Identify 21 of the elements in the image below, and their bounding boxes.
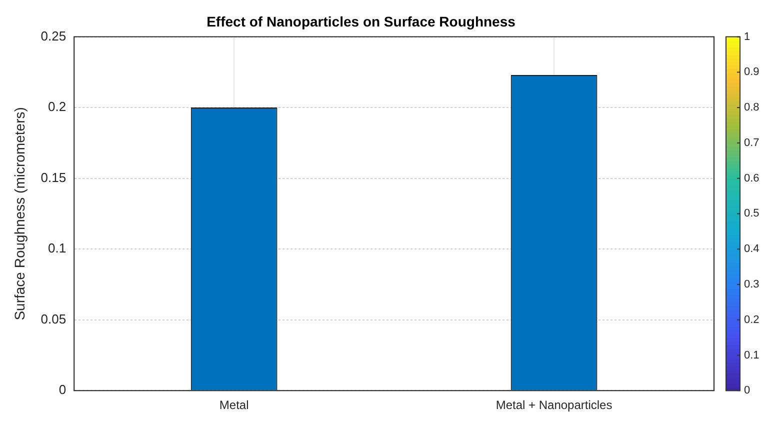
y-tick-label: 0.15 [40,170,66,185]
y-axis-title: Surface Roughness (micrometers) [11,107,28,320]
color-bar-label: 0.5 [744,208,760,220]
color-bar-label: 0.4 [744,243,760,256]
color-bar-label: 0.8 [744,102,760,114]
color-bar-label: 0.7 [744,136,760,149]
chart-title: Effect of Nanoparticles on Surface Roughness [206,13,516,30]
y-tick-label: 0.05 [40,311,66,326]
y-tick-label: 0 [58,382,66,398]
x-tick-label: Metal + Nanoparticles [496,398,612,412]
color-bar-label: 0.6 [744,172,760,184]
color-bar-label: 0 [744,384,750,397]
color-bar-label: 0.3 [744,278,760,290]
y-tick-label: 0.1 [48,240,66,256]
color-bar-label: 1 [744,30,750,43]
y-tick-label: 0.2 [48,99,66,114]
x-tick-label: Metal [219,398,249,412]
color-bar-label: 0.2 [744,314,760,326]
color-bar-label: 0.1 [744,349,760,362]
color-bar-label: 0.9 [744,66,760,78]
y-tick-label: 0.25 [40,28,66,44]
